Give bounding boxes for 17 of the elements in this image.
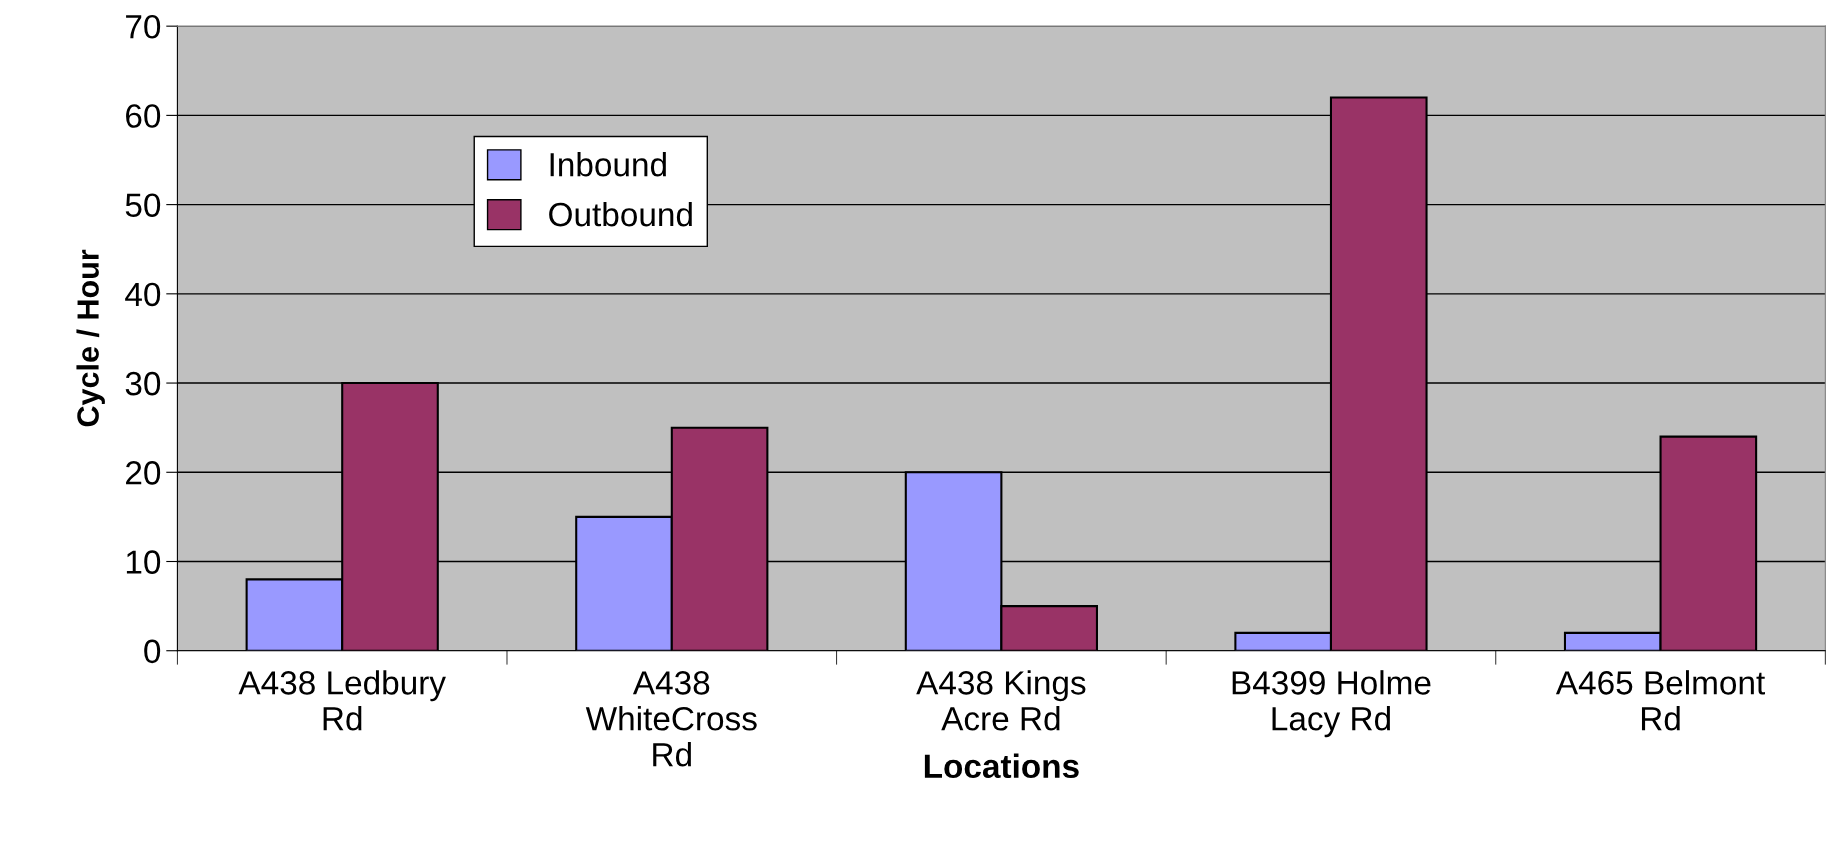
y-tick-label: 30 — [125, 371, 161, 396]
y-tick-label: 10 — [126, 550, 161, 574]
y-tick-label: 20 — [126, 461, 161, 485]
x-tick-label: A438 Kings Acre Rd — [916, 670, 1086, 731]
y-tick-label: 60 — [126, 104, 161, 128]
y-tick-label: 70 — [126, 14, 161, 39]
y-tick-label: 50 — [125, 193, 161, 218]
y-tick-label: 0 — [144, 639, 161, 664]
x-tick-label: A438 WhiteCross Rd — [585, 671, 757, 767]
x-tick-label: A465 Belmont Rd — [1555, 670, 1765, 731]
x-axis-title: Locations — [924, 753, 1079, 779]
x-tick-label: B4399 Holme Lacy Rd — [1232, 670, 1431, 738]
y-tick-label: 40 — [125, 282, 161, 307]
legend-label: Outbound — [549, 201, 692, 227]
x-tick-label: A438 Ledbury Rd — [238, 670, 446, 731]
legend-label: Inbound — [550, 152, 666, 177]
y-axis-title: Cycle / Hour — [76, 249, 105, 427]
